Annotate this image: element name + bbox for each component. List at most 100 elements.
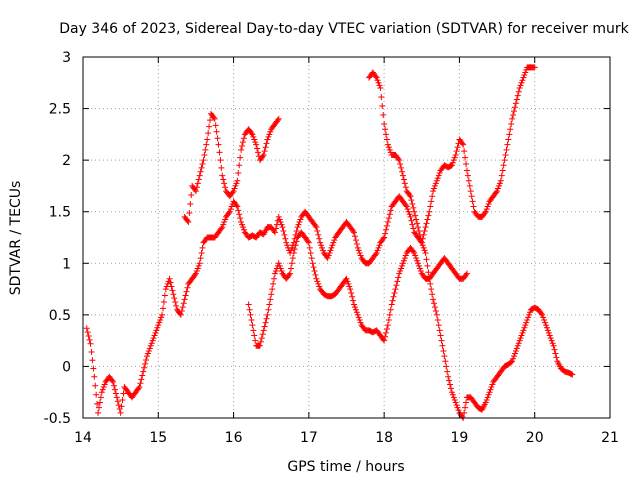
data-point bbox=[461, 409, 468, 416]
data-point bbox=[352, 306, 359, 313]
data-point bbox=[354, 244, 361, 251]
data-point bbox=[421, 228, 428, 235]
data-point bbox=[143, 356, 150, 363]
data-point bbox=[329, 242, 336, 249]
data-point bbox=[275, 260, 282, 267]
data-point bbox=[86, 336, 93, 343]
data-point bbox=[381, 121, 388, 128]
data-point bbox=[90, 365, 97, 372]
data-point bbox=[178, 307, 185, 314]
data-point bbox=[423, 256, 430, 263]
data-point bbox=[508, 121, 515, 128]
data-point bbox=[350, 297, 357, 304]
data-point bbox=[372, 73, 379, 80]
data-point bbox=[211, 115, 218, 122]
data-point bbox=[407, 213, 414, 220]
data-point bbox=[158, 314, 165, 321]
data-point bbox=[239, 221, 246, 228]
data-point bbox=[291, 246, 298, 253]
data-point bbox=[522, 69, 529, 76]
data-point bbox=[459, 140, 466, 147]
data-point bbox=[467, 188, 474, 195]
data-point bbox=[145, 347, 152, 354]
data-point bbox=[267, 296, 274, 303]
data-point bbox=[270, 280, 277, 287]
data-point bbox=[509, 358, 516, 365]
data-point bbox=[429, 193, 436, 200]
data-point bbox=[460, 141, 467, 148]
data-point bbox=[409, 221, 416, 228]
data-point bbox=[413, 216, 420, 223]
data-point bbox=[411, 208, 418, 215]
data-point bbox=[508, 359, 515, 366]
data-point bbox=[115, 402, 122, 409]
data-point bbox=[215, 141, 222, 148]
data-point bbox=[415, 228, 422, 235]
data-point bbox=[170, 291, 177, 298]
data-point bbox=[386, 211, 393, 218]
data-point bbox=[451, 154, 458, 161]
data-point bbox=[154, 324, 161, 331]
data-point bbox=[436, 327, 443, 334]
data-point bbox=[379, 102, 386, 109]
data-point bbox=[399, 262, 406, 269]
data-point bbox=[331, 237, 338, 244]
y-tick-label: 3 bbox=[62, 50, 71, 66]
data-point bbox=[87, 340, 94, 347]
data-point bbox=[468, 193, 475, 200]
data-point bbox=[112, 390, 119, 397]
data-point bbox=[383, 136, 390, 143]
data-point bbox=[212, 122, 219, 129]
data-point bbox=[229, 189, 236, 196]
data-point bbox=[483, 206, 490, 213]
data-point bbox=[463, 161, 470, 168]
data-point bbox=[543, 324, 550, 331]
data-point bbox=[482, 208, 489, 215]
data-point bbox=[504, 141, 511, 148]
data-point bbox=[276, 216, 283, 223]
data-point bbox=[187, 200, 194, 207]
data-point bbox=[385, 215, 392, 222]
data-point bbox=[250, 327, 257, 334]
x-tick-label: 15 bbox=[149, 430, 167, 446]
data-point bbox=[357, 319, 364, 326]
data-point bbox=[245, 301, 252, 308]
data-point bbox=[513, 96, 520, 103]
data-point bbox=[525, 314, 532, 321]
data-point bbox=[515, 88, 522, 95]
data-point bbox=[551, 346, 558, 353]
data-point bbox=[351, 229, 358, 236]
data-point bbox=[204, 136, 211, 143]
data-point bbox=[350, 228, 357, 235]
data-point bbox=[143, 353, 150, 360]
data-point bbox=[511, 350, 518, 357]
data-point bbox=[181, 296, 188, 303]
data-point bbox=[399, 168, 406, 175]
data-point bbox=[135, 385, 142, 392]
data-point bbox=[440, 347, 447, 354]
data-point bbox=[503, 146, 510, 153]
data-point bbox=[195, 176, 202, 183]
data-point bbox=[266, 301, 273, 308]
data-point bbox=[407, 193, 414, 200]
data-point bbox=[233, 202, 240, 209]
data-point bbox=[449, 391, 456, 398]
data-point bbox=[406, 211, 413, 218]
data-point bbox=[278, 268, 285, 275]
data-point bbox=[235, 170, 242, 177]
data-point bbox=[296, 219, 303, 226]
data-point bbox=[199, 161, 206, 168]
data-point bbox=[141, 364, 148, 371]
y-tick-label: 1 bbox=[62, 256, 71, 272]
data-point bbox=[375, 79, 382, 86]
data-point bbox=[316, 235, 323, 242]
data-point bbox=[109, 377, 116, 384]
data-point bbox=[434, 317, 441, 324]
data-point bbox=[357, 252, 364, 259]
data-point bbox=[280, 228, 287, 235]
data-point bbox=[308, 255, 315, 262]
data-point bbox=[376, 82, 383, 89]
data-point bbox=[420, 244, 427, 251]
data-point bbox=[136, 384, 143, 391]
data-point bbox=[519, 329, 526, 336]
